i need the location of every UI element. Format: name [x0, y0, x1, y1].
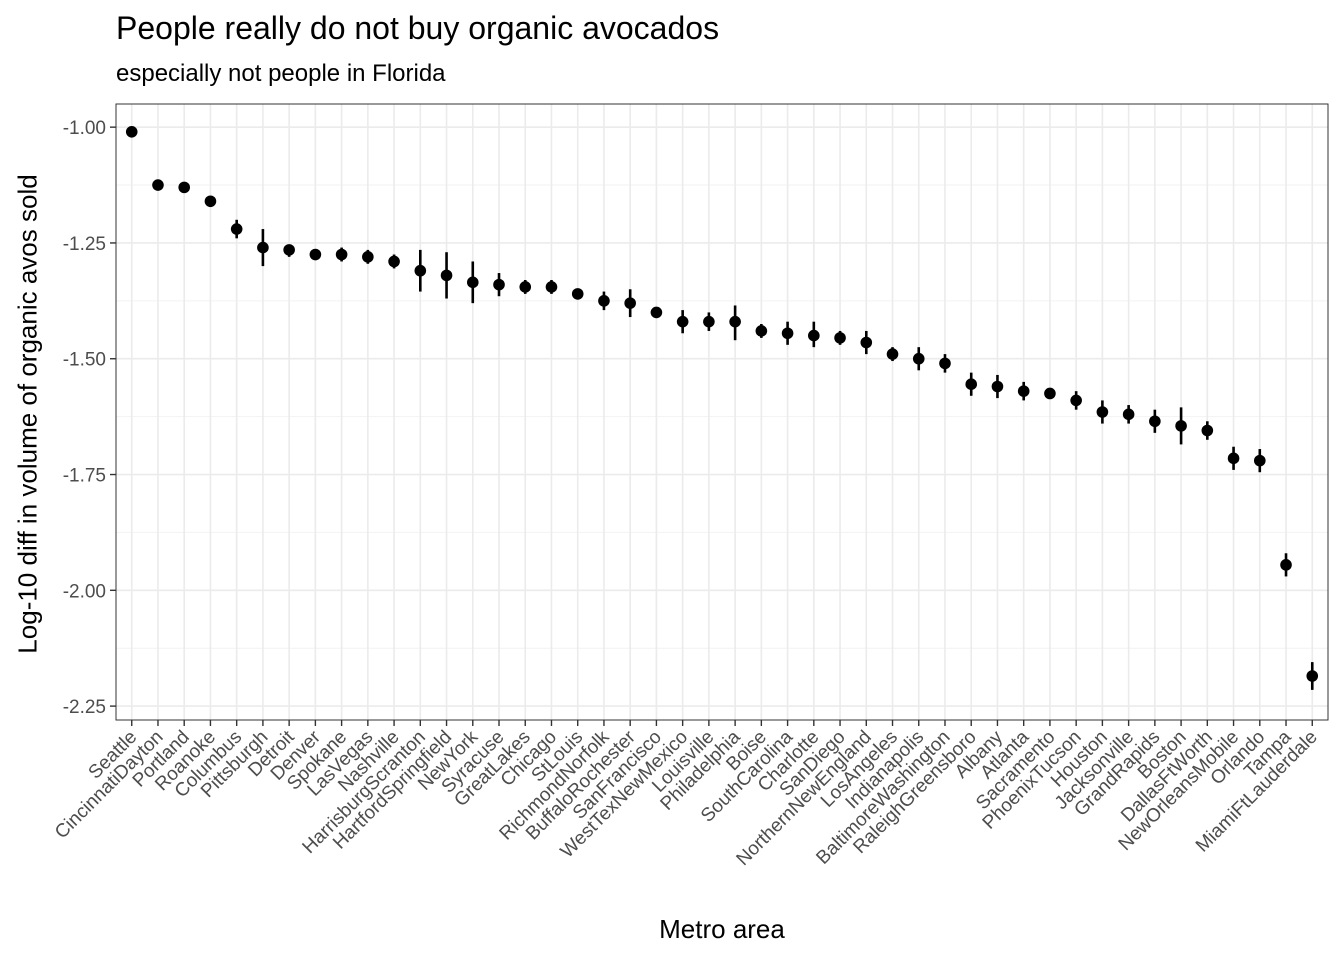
data-point [834, 332, 846, 344]
y-tick-label: -1.50 [63, 350, 106, 371]
data-point [440, 269, 453, 282]
data-point [886, 348, 899, 360]
data-point [1070, 394, 1082, 407]
data-point [1306, 670, 1319, 682]
data-point [545, 281, 558, 293]
chart-subtitle: especially not people in Florida [116, 60, 446, 87]
data-point [991, 380, 1004, 393]
data-point [362, 251, 374, 263]
data-point [283, 244, 295, 256]
data-point [703, 315, 715, 328]
data-point [912, 352, 925, 365]
error-bars [130, 127, 1314, 690]
data-point [650, 306, 663, 319]
data-point [624, 297, 636, 309]
data-point [388, 255, 400, 268]
data-point [729, 315, 741, 328]
x-axis-label: Metro area [659, 914, 785, 944]
data-point [1149, 415, 1161, 428]
data-point [1017, 385, 1030, 397]
data-point [755, 325, 768, 337]
y-tick-label: -1.25 [63, 234, 106, 255]
data-point [152, 179, 164, 191]
data-point [808, 329, 820, 342]
data-point [309, 248, 322, 261]
data-point [571, 288, 584, 300]
data-point [125, 125, 138, 138]
y-tick-label: -2.00 [63, 581, 106, 602]
data-point [965, 378, 978, 391]
data-point [939, 357, 951, 370]
chart-title: People really do not buy organic avocado… [116, 10, 720, 46]
data-point [519, 281, 532, 293]
data-point [1122, 408, 1135, 421]
y-tick-label: -2.25 [63, 697, 106, 718]
data-point [1227, 452, 1240, 465]
y-axis-ticks: -1.00 -1.25 -1.50 -1.75 -2.00 -2.25 [63, 118, 116, 718]
data-point [1096, 406, 1109, 418]
data-point [204, 195, 217, 208]
data-point [178, 181, 191, 194]
data-points [125, 125, 1319, 682]
major-gridlines [116, 104, 1328, 720]
data-point [230, 223, 243, 235]
data-point [1044, 387, 1056, 400]
data-point [335, 248, 348, 261]
data-point [1175, 420, 1187, 432]
data-point [1201, 424, 1214, 437]
y-tick-label: -1.00 [63, 118, 106, 139]
data-point [493, 278, 505, 291]
data-point [860, 336, 873, 349]
data-point [466, 276, 479, 289]
data-point [257, 241, 269, 254]
data-point [414, 264, 427, 277]
x-axis-ticks: SeattleCincinnatiDaytonPortlandRoanokeCo… [51, 720, 1322, 870]
data-point [1253, 454, 1266, 467]
y-tick-label: -1.75 [63, 466, 106, 487]
data-point [676, 315, 689, 328]
minor-gridlines [116, 184, 1328, 649]
data-point [1280, 559, 1292, 571]
panel-border [115, 103, 1329, 721]
data-point [781, 327, 794, 340]
data-point [598, 295, 610, 307]
